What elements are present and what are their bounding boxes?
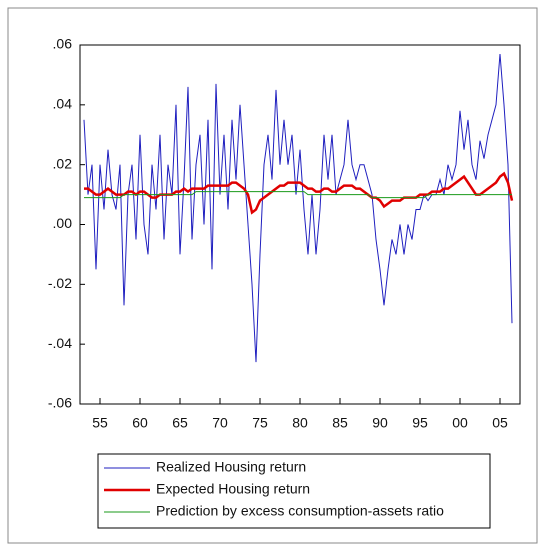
x-tick-label: 90 <box>372 415 388 431</box>
x-tick-label: 95 <box>412 415 428 431</box>
series-line <box>84 171 514 215</box>
x-tick-label: 65 <box>172 415 188 431</box>
legend-label: Realized Housing return <box>156 459 306 475</box>
x-tick-label: 55 <box>92 415 108 431</box>
plot-area <box>79 44 521 405</box>
y-tick-label: .02 <box>53 155 73 171</box>
x-tick-label: 05 <box>492 415 508 431</box>
y-tick-label: .04 <box>53 96 73 112</box>
y-tick-label: -.06 <box>48 395 72 411</box>
x-tick-label: 75 <box>252 415 268 431</box>
frame <box>7 7 538 544</box>
legend-label: Expected Housing return <box>156 481 310 497</box>
x-tick-label: 60 <box>132 415 148 431</box>
legend-box <box>97 453 491 529</box>
y-tick-label: -.02 <box>48 275 72 291</box>
series-line <box>84 191 512 199</box>
x-tick-label: 70 <box>212 415 228 431</box>
series-line <box>83 53 513 363</box>
x-tick-label: 85 <box>332 415 348 431</box>
y-tick-label: .06 <box>53 36 73 52</box>
legend-label: Prediction by excess consumption-assets … <box>156 503 444 519</box>
y-tick-label: .00 <box>53 215 73 231</box>
x-tick-label: 00 <box>452 415 468 431</box>
y-tick-label: -.04 <box>48 335 72 351</box>
x-tick-label: 80 <box>292 415 308 431</box>
